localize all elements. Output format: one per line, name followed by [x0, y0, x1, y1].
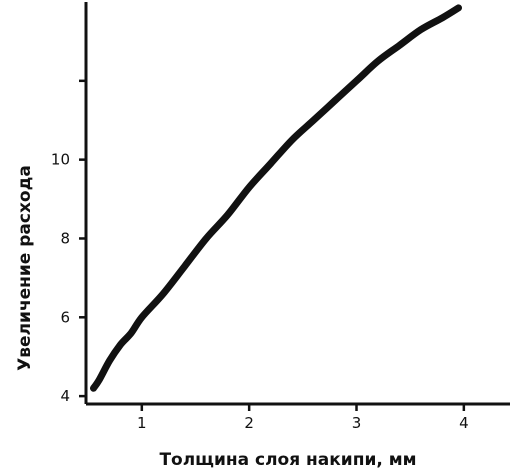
axes: 1 2 3 4 4 6 8 10	[51, 2, 510, 432]
x-tick-label: 2	[244, 414, 254, 432]
y-tick-label: 4	[60, 387, 70, 405]
y-tick-label: 10	[51, 151, 70, 169]
y-axis-title: Увеличение расхода	[15, 165, 35, 371]
series-layer	[90, 4, 462, 392]
y-tick-label: 8	[60, 229, 70, 247]
x-tick-label: 3	[352, 414, 362, 432]
x-tick-label: 1	[137, 414, 147, 432]
x-tick-label: 4	[459, 414, 469, 432]
labels: Толщина слоя накипи, мм Увеличение расхо…	[15, 165, 417, 470]
series-line-0	[90, 4, 462, 392]
x-axis-title: Толщина слоя накипи, мм	[159, 450, 416, 470]
y-tick-label: 6	[60, 308, 70, 326]
